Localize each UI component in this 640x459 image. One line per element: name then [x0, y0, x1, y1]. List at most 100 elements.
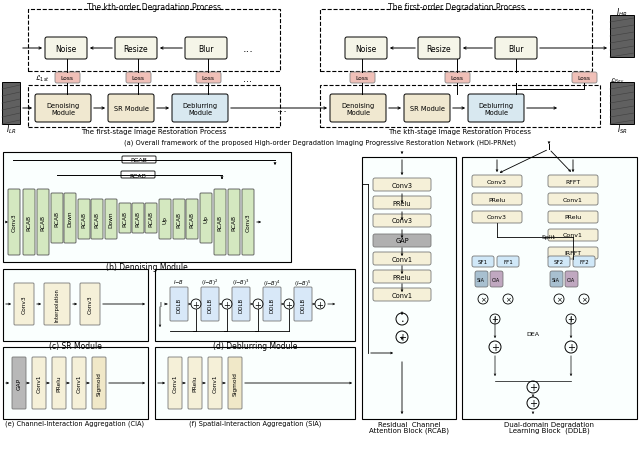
Text: Sigmoid: Sigmoid	[232, 371, 237, 395]
Text: PRelu: PRelu	[488, 197, 506, 202]
Text: Resize: Resize	[427, 45, 451, 53]
FancyBboxPatch shape	[214, 190, 226, 256]
Text: $\times$: $\times$	[556, 295, 563, 303]
FancyBboxPatch shape	[490, 271, 503, 287]
Text: DDLB: DDLB	[207, 297, 212, 312]
Text: $\times$: $\times$	[580, 295, 588, 303]
Text: Resize: Resize	[124, 45, 148, 53]
Text: +: +	[491, 342, 499, 352]
FancyBboxPatch shape	[32, 357, 46, 409]
Text: DDLB: DDLB	[239, 297, 243, 312]
FancyBboxPatch shape	[550, 271, 563, 287]
Text: $\times$: $\times$	[479, 295, 486, 303]
Text: PRelu: PRelu	[393, 274, 412, 280]
Text: PRelu: PRelu	[393, 200, 412, 206]
Text: PRelu: PRelu	[56, 375, 61, 392]
FancyBboxPatch shape	[188, 357, 202, 409]
Text: The first-stage Image Restoration Process: The first-stage Image Restoration Proces…	[81, 129, 227, 134]
FancyBboxPatch shape	[23, 190, 35, 256]
FancyBboxPatch shape	[12, 357, 26, 409]
Text: The kth-order Degradation Process: The kth-order Degradation Process	[87, 4, 221, 12]
Text: Conv1: Conv1	[173, 374, 177, 392]
Text: Loss: Loss	[451, 76, 463, 81]
Text: Up: Up	[204, 214, 209, 223]
Text: $\times$: $\times$	[504, 295, 511, 303]
FancyBboxPatch shape	[172, 95, 228, 123]
FancyBboxPatch shape	[145, 203, 157, 234]
Text: ...: ...	[276, 104, 287, 114]
FancyBboxPatch shape	[373, 196, 431, 210]
FancyBboxPatch shape	[35, 95, 91, 123]
Text: RCAB: RCAB	[136, 211, 141, 226]
FancyBboxPatch shape	[64, 194, 76, 243]
FancyBboxPatch shape	[201, 287, 219, 321]
FancyBboxPatch shape	[373, 288, 431, 302]
Text: DEA: DEA	[527, 332, 540, 337]
FancyBboxPatch shape	[548, 257, 570, 268]
FancyBboxPatch shape	[228, 357, 242, 409]
Text: SR Module: SR Module	[113, 106, 148, 112]
Text: Sigmoid: Sigmoid	[97, 371, 102, 395]
FancyBboxPatch shape	[548, 194, 598, 206]
Text: Up: Up	[163, 216, 168, 224]
Text: +: +	[223, 300, 230, 309]
Text: RCAB: RCAB	[40, 214, 45, 230]
Text: Denoising: Denoising	[341, 103, 374, 109]
FancyBboxPatch shape	[200, 194, 212, 243]
Text: (d) Deblurring Module: (d) Deblurring Module	[213, 342, 297, 351]
Text: Conv1: Conv1	[36, 374, 42, 392]
Text: RCAB: RCAB	[232, 214, 237, 230]
Text: Conv3: Conv3	[22, 295, 26, 313]
Text: The kth-stage Image Restoration Process: The kth-stage Image Restoration Process	[388, 129, 531, 134]
Text: $\cdot$: $\cdot$	[400, 314, 404, 325]
Text: $I{-}B$: $I{-}B$	[173, 277, 184, 285]
Text: $\mathcal{L}_{1st}$: $\mathcal{L}_{1st}$	[35, 74, 50, 84]
Text: (f) Spatial-Interaction Aggregation (SIA): (f) Spatial-Interaction Aggregation (SIA…	[189, 420, 321, 426]
FancyBboxPatch shape	[108, 95, 154, 123]
Text: Conv1: Conv1	[392, 292, 413, 298]
Text: Denoising: Denoising	[46, 103, 79, 109]
Text: Deblurring: Deblurring	[479, 103, 513, 109]
FancyBboxPatch shape	[185, 38, 227, 60]
Text: Conv3: Conv3	[487, 179, 507, 184]
Text: +: +	[568, 315, 575, 324]
FancyBboxPatch shape	[475, 271, 488, 287]
Text: Down: Down	[67, 210, 72, 227]
Text: CIA: CIA	[492, 277, 500, 282]
Text: Module: Module	[346, 110, 370, 116]
Bar	[155, 269, 355, 341]
Bar	[28, 86, 280, 128]
Text: Conv1: Conv1	[392, 256, 413, 262]
FancyBboxPatch shape	[242, 190, 254, 256]
Bar	[466, 257, 634, 359]
Bar	[610, 83, 634, 125]
FancyBboxPatch shape	[472, 212, 522, 224]
Text: $\mathcal{L}_{Rec}$: $\mathcal{L}_{Rec}$	[610, 76, 625, 85]
Bar	[2, 83, 20, 125]
FancyBboxPatch shape	[565, 271, 578, 287]
Text: RCAB: RCAB	[177, 212, 182, 228]
Text: Module: Module	[188, 110, 212, 116]
Text: RCAB: RCAB	[122, 211, 127, 226]
Text: RCAB: RCAB	[218, 214, 223, 230]
Text: $(I{-}B)^2$: $(I{-}B)^2$	[201, 277, 219, 287]
Text: Loss: Loss	[131, 76, 145, 81]
FancyBboxPatch shape	[121, 172, 155, 179]
Text: RCAB: RCAB	[26, 214, 31, 230]
FancyBboxPatch shape	[404, 95, 450, 123]
Text: $I_{SR}$: $I_{SR}$	[616, 123, 627, 136]
Text: RCAB: RCAB	[81, 212, 86, 228]
Text: Noise: Noise	[56, 45, 77, 53]
Text: +: +	[529, 398, 537, 408]
Text: Conv3: Conv3	[487, 215, 507, 220]
Text: $(I{-}B)^4$: $(I{-}B)^4$	[263, 278, 281, 288]
Bar	[362, 157, 456, 419]
Bar	[320, 86, 600, 128]
FancyBboxPatch shape	[126, 73, 151, 84]
FancyBboxPatch shape	[373, 235, 431, 247]
FancyBboxPatch shape	[294, 287, 312, 321]
FancyBboxPatch shape	[345, 38, 387, 60]
Text: +: +	[529, 382, 537, 392]
Text: +: +	[398, 332, 406, 342]
Text: Loss: Loss	[202, 76, 214, 81]
